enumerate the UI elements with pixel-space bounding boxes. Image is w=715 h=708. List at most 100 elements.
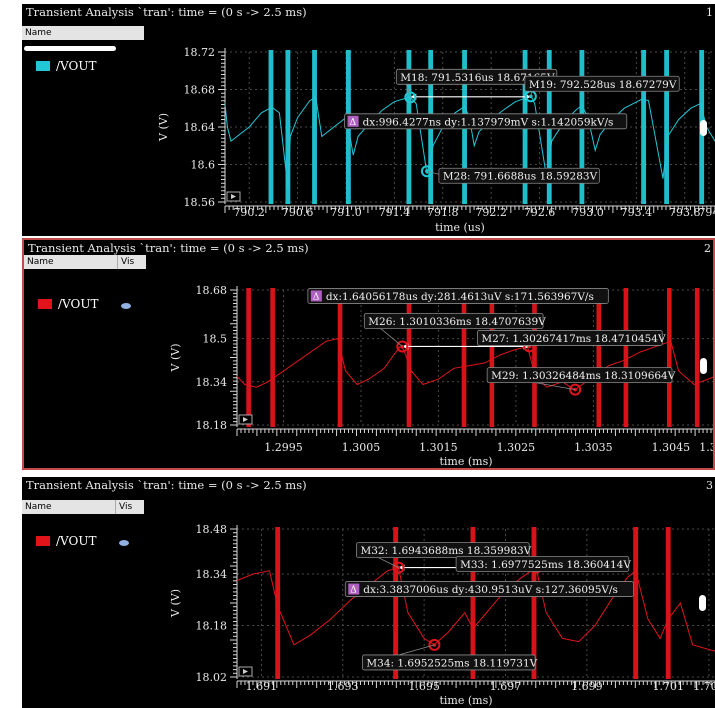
y-tick-label: 18.56 <box>184 196 216 209</box>
marker-label: M34: 1.6952525ms 18.119731V <box>366 657 537 669</box>
x-tick-label: 1.693 <box>327 680 359 693</box>
legend-header-name: Name <box>25 502 52 512</box>
legend-header-name: Name <box>27 257 54 267</box>
marker-label: M29: 1.30326484ms 18.3109664V <box>491 370 676 382</box>
chart-area[interactable]: 1.2995 1.3005 1.3015 1.3025 1.3035 1.3045 1.30… <box>145 255 715 469</box>
y-tick-label: 18.18 <box>196 620 228 633</box>
delta-icon <box>347 115 359 127</box>
visibility-eye-icon[interactable] <box>121 303 131 309</box>
delta-icon-glyph: Δ <box>350 118 357 128</box>
x-axis-label: time (ms) <box>439 694 492 707</box>
spike-burst <box>665 527 671 679</box>
waveform-panel-2[interactable]: Transient Analysis `tran': time = (0 s -… <box>22 238 715 470</box>
x-tick-label: 1.697 <box>490 680 522 693</box>
y-tick-label: 18.34 <box>196 568 228 581</box>
marker-label: M33: 1.6977525ms 18.360414V <box>460 559 631 571</box>
scroll-handle[interactable] <box>700 120 707 136</box>
legend-scrollbar[interactable] <box>24 46 116 51</box>
x-tick-label: 794 <box>698 206 715 219</box>
legend-entry-vout[interactable]: /VOUT <box>36 59 96 73</box>
legend-header: Name Vis <box>24 255 146 269</box>
play-icon-glyph <box>243 669 248 674</box>
delta-label-box <box>344 113 628 130</box>
spike-burst <box>489 288 495 427</box>
spike-burst <box>312 50 317 204</box>
panel-title: Transient Analysis `tran': time = (0 s -… <box>24 240 713 257</box>
signal-name: /VOUT <box>58 297 99 311</box>
waveform-panel-1[interactable]: Transient Analysis `tran': time = (0 s -… <box>22 4 715 236</box>
marker-point <box>404 91 417 104</box>
x-axis-label: time (ms) <box>439 455 492 468</box>
marker-label-box <box>362 654 536 671</box>
visibility-eye-icon[interactable] <box>119 540 129 546</box>
spike-burst <box>664 50 670 204</box>
marker-point <box>428 638 441 651</box>
x-tick-label: 790.2 <box>233 206 264 219</box>
spike-burst <box>275 527 281 679</box>
x-tick-label: 790.6 <box>282 206 314 219</box>
x-tick-label: 791.4 <box>379 206 411 219</box>
x-tick-label: 1.2995 <box>264 441 303 454</box>
delta-label: dx:1.64056178us dy:281.4613uV s:171.5639… <box>326 291 594 303</box>
marker-label-box <box>455 556 630 572</box>
legend-pane: Name Vis /VOUT <box>22 500 144 708</box>
signal-color-swatch <box>38 299 52 309</box>
x-tick-label: 1.701 <box>652 680 684 693</box>
marker-label: M19: 792.528us 18.67279V <box>529 79 677 91</box>
legend-pane: Name /VOUT <box>22 26 144 236</box>
y-tick-label: 18.6 <box>191 159 216 172</box>
panel-number: 3 <box>706 479 713 492</box>
scroll-handle[interactable] <box>700 358 707 374</box>
scroll-handle[interactable] <box>699 595 706 611</box>
x-tick-label: 793.8 <box>669 206 701 219</box>
y-tick-label: 18.72 <box>184 46 216 59</box>
legend-header: Name Vis <box>22 500 144 514</box>
delta-label-box <box>307 288 609 304</box>
waveform-panel-3[interactable]: Transient Analysis `tran': time = (0 s -… <box>22 477 715 708</box>
play-icon-glyph <box>243 417 248 422</box>
delta-label-box <box>344 581 634 597</box>
legend-header-name: Name <box>25 28 52 38</box>
y-tick-label: 18.02 <box>196 671 228 684</box>
spike-burst <box>641 50 647 204</box>
spike-burst <box>246 288 251 427</box>
series-line-vout <box>236 338 713 391</box>
x-tick-label: 1.305 <box>699 441 715 454</box>
x-tick-label: 791.0 <box>330 206 362 219</box>
chart-area[interactable]: 1.691 1.693 1.695 1.697 1.699 1.701 1.702 18.02… <box>145 500 715 708</box>
spike-burst <box>285 50 291 204</box>
chart-area[interactable]: 790.2 790.6 791.0 791.4 791.8 792.2 792.6 793.0… <box>145 26 715 236</box>
x-tick-label: 1.695 <box>408 680 440 693</box>
spike-burst <box>694 288 700 427</box>
delta-label: dx:3.3837006us dy:430.9513uV s:127.36095… <box>363 584 618 596</box>
signal-color-swatch <box>36 61 50 71</box>
signal-color-swatch <box>36 536 50 546</box>
x-tick-label: 791.8 <box>427 206 459 219</box>
y-tick-label: 18.68 <box>196 284 228 297</box>
spike-burst <box>596 288 602 427</box>
series-line-vout <box>224 95 715 188</box>
y-tick-label: 18.64 <box>184 121 216 134</box>
y-tick-label: 18.5 <box>203 333 228 346</box>
marker-point <box>396 340 409 353</box>
legend-entry-vout[interactable]: /VOUT <box>36 534 96 548</box>
x-tick-label: 1.3045 <box>652 441 691 454</box>
marker-point <box>569 383 582 396</box>
legend-header: Name <box>22 26 144 40</box>
marker-point <box>420 165 433 178</box>
y-axis-label: V (V) <box>169 344 182 373</box>
marker-label: M26: 1.3010336ms 18.4707639V <box>368 316 546 328</box>
signal-name: /VOUT <box>56 59 97 73</box>
panel-number: 2 <box>704 242 711 255</box>
legend-entry-vout[interactable]: /VOUT <box>38 297 98 311</box>
spike-burst <box>633 527 639 679</box>
marker-label-box <box>524 75 680 92</box>
x-tick-label: 1.3015 <box>419 441 458 454</box>
delta-icon <box>348 583 360 595</box>
spike-burst <box>268 50 274 204</box>
marker-label: M18: 791.5316us 18.67165V <box>400 72 555 84</box>
x-tick-label: 1.699 <box>571 680 603 693</box>
marker-label-box <box>363 313 544 329</box>
marker-label-box <box>486 367 673 384</box>
marker-dot <box>432 643 437 647</box>
